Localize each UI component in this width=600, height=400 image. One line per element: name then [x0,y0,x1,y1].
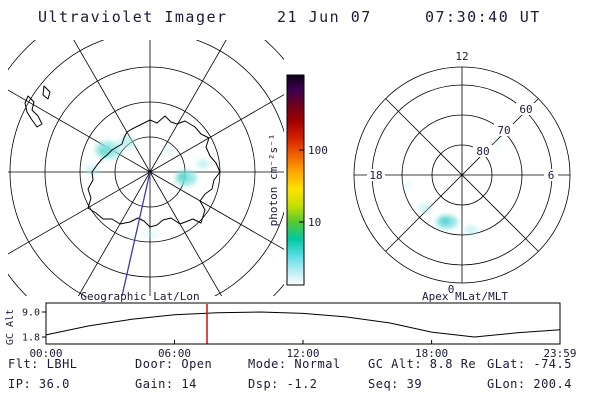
ytick-label-top: 9.0 [22,308,40,319]
xtick-label: 12:00 [286,347,319,360]
title-bar: Ultraviolet Imager 21 Jun 07 07:30:40 UT [38,8,541,26]
label-backing [516,103,536,115]
telemetry-flt: Flt: LBHL [8,357,78,371]
mlt-hour-labels: 12 18 6 0 [367,50,558,296]
mlt-label-12: 12 [455,50,468,63]
mlt-label-18: 18 [369,169,382,182]
label-backing [544,169,558,181]
aurora-blob [99,147,111,155]
telemetry-glat: GLat: -74.5 [487,357,572,371]
altitude-curve [45,311,561,338]
mlat-label-60: 60 [519,103,532,116]
meridian-lines [8,40,284,296]
aurora-blob [163,146,173,154]
colorbar-tick-label-10: 10 [308,216,321,229]
colorbar-tick-label-100: 100 [308,144,328,157]
telemetry-gain: Gain: 14 [135,377,197,391]
aurora-blob [403,181,413,189]
aurora-emission-mlt [403,140,501,235]
image-time: 07:30:40 UT [425,8,541,26]
island-coastline [24,95,43,128]
ytick-label-bottom: 1.8 [22,333,40,344]
telemetry-dsp: Dsp: -1.2 [248,377,318,391]
aurora-blob [418,203,432,213]
mlt-spokes [354,67,570,283]
orbit-track-line [121,171,151,296]
mlat-label-80: 80 [476,145,489,158]
mlt-label-6: 6 [548,169,555,182]
geo-panel-caption: Geographic Lat/Lon [80,290,199,303]
mlat-ring-labels: 60 70 80 [473,103,536,158]
colorbar: 100 10 photon cm⁻²s⁻¹ [267,74,328,286]
label-backing [494,124,514,136]
aurora-blob [493,140,501,146]
xtick-label: 00:00 [29,347,62,360]
xtick-label: 06:00 [158,347,191,360]
aurora-blob [464,225,478,235]
telemetry-mode: Mode: Normal [248,357,341,371]
label-backing [473,145,493,157]
aurora-blob [440,217,450,225]
telemetry-door: Door: Open [135,357,212,371]
image-date: 21 Jun 07 [277,8,372,26]
telemetry-gc-alt: GC Alt: 8.8 Re [368,357,476,371]
mlt-dial-panel: 12 18 6 0 60 70 80 [353,50,571,296]
geo-map-panel [8,40,284,296]
aurora-blob [197,159,209,169]
aurora-blob [178,173,188,181]
xtick-label: 23:59 [543,347,576,360]
aurora-blob [119,136,135,148]
mlt-label-0: 0 [448,283,455,296]
apex-panel-caption: Apex MLat/MLT [422,290,508,303]
y-axis-label: GC Alt [5,309,16,345]
telemetry-seq: Seq: 39 [368,377,422,391]
colorbar-unit-label: photon cm⁻²s⁻¹ [267,134,280,227]
telemetry-ip: IP: 36.0 [8,377,70,391]
instrument-title: Ultraviolet Imager [38,8,228,26]
xtick-label: 18:00 [415,347,448,360]
colorbar-border [286,74,305,286]
mlat-label-70: 70 [497,124,510,137]
coastlines [24,85,221,228]
colorbar-gradient [287,75,304,285]
telemetry-readout: Flt: LBHL Door: Open Mode: Normal GC Alt… [8,357,572,391]
island-coastline [42,85,51,100]
altitude-plot: Geographic Lat/Lon Apex MLat/MLT 9.0 1.8… [5,290,577,360]
x-axis-ticks [45,340,561,344]
telemetry-glon: GLon: 200.4 [487,377,572,391]
antarctica-coastline [87,115,221,228]
x-axis-labels: 00:00 06:00 12:00 18:00 23:59 [29,347,576,360]
label-backing [367,169,385,181]
aurora-emission-geo [85,136,209,238]
aurora-blob [141,230,159,238]
